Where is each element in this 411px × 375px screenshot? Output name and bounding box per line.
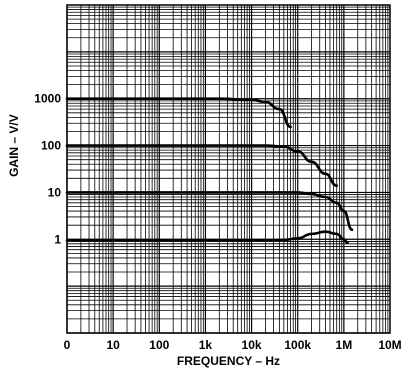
y-tick-label: 1000 (34, 92, 61, 106)
plot-frame (66, 4, 391, 334)
series-line-1 (65, 97, 292, 129)
y-tick-label: 100 (41, 139, 61, 153)
x-tick-label: 0 (64, 338, 71, 352)
x-tick-label: 1M (336, 338, 353, 352)
series-line-3 (65, 191, 354, 231)
x-tick-label: 10 (106, 338, 120, 352)
y-tick-label: 1 (54, 232, 61, 246)
y-axis-title: GAIN – V/V (7, 114, 21, 177)
y-tick-label: 10 (48, 185, 62, 199)
series-lines (65, 97, 354, 244)
series-line-4 (65, 230, 349, 244)
x-tick-label: 100k (284, 338, 311, 352)
x-axis-title: FREQUENCY – Hz (177, 354, 280, 368)
x-tick-label: 10k (242, 338, 262, 352)
series-line-2 (65, 144, 338, 187)
grid (66, 5, 390, 334)
x-tick-label: 10M (378, 338, 401, 352)
x-tick-label: 100 (149, 338, 169, 352)
y-tick-labels: 1000 100 10 1 (34, 92, 61, 247)
x-tick-label: 1k (199, 338, 213, 352)
x-tick-labels: 0 10 100 1k 10k 100k 1M 10M (64, 338, 402, 352)
